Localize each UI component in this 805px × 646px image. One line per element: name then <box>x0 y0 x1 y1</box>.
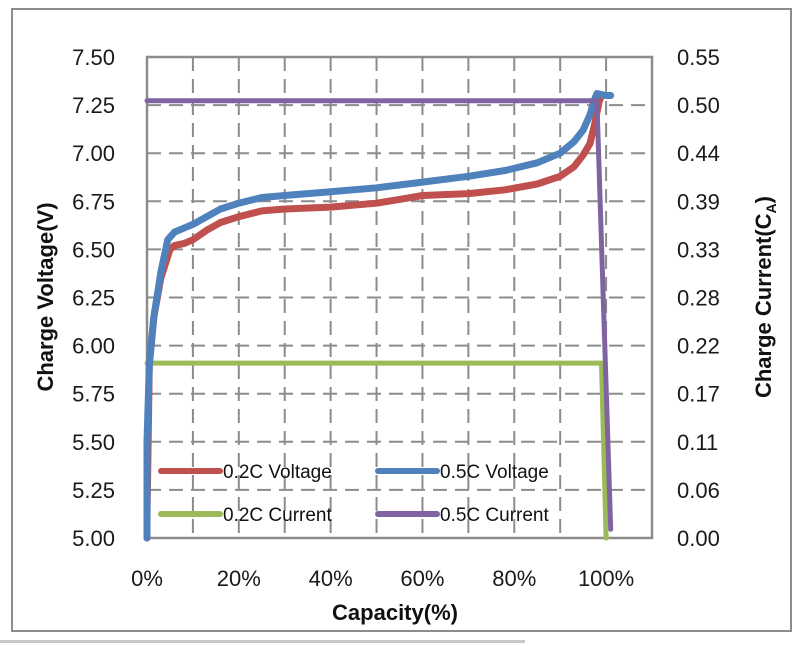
legend-item-0-5c-voltage: 0.5C Voltage <box>375 462 549 483</box>
y-tick-label: 7.25 <box>72 93 115 118</box>
y2-tick-label: 0.17 <box>677 382 720 407</box>
y2-tick-label: 0.44 <box>677 141 720 166</box>
x-axis-ticks: 0% 20% 40% 60% 80% 100% <box>131 566 634 591</box>
y-tick-label: 7.50 <box>72 45 115 70</box>
y-tick-label: 5.00 <box>72 526 115 551</box>
y2-tick-label: 0.06 <box>677 478 720 503</box>
y2-tick-label: 0.22 <box>677 334 720 359</box>
y2-title-end: ) <box>751 196 776 203</box>
legend-item-0-5c-current: 0.5C Current <box>375 505 549 526</box>
plot-area-border <box>145 55 654 540</box>
y2-tick-label: 0.33 <box>677 237 720 262</box>
legend-label-0-5c-current: 0.5C Current <box>440 505 549 526</box>
legend-item-0-2c-current: 0.2C Current <box>158 505 332 526</box>
series-0-5c-current <box>144 98 614 532</box>
y-tick-label: 5.75 <box>72 382 115 407</box>
y-tick-label: 6.75 <box>72 189 115 214</box>
y-tick-label: 6.50 <box>72 237 115 262</box>
y2-tick-label: 0.28 <box>677 286 720 311</box>
x-tick-label: 20% <box>217 566 261 591</box>
legend-label-0-2c-current: 0.2C Current <box>223 505 332 526</box>
y-axis-left-ticks: 5.00 5.25 5.50 5.75 6.00 6.25 6.50 6.75 7.00 7.25… <box>72 45 115 551</box>
y2-title-sub: A <box>763 203 779 213</box>
chart-frame <box>11 8 792 632</box>
x-tick-label: 80% <box>492 566 536 591</box>
y2-tick-label: 0.55 <box>677 45 720 70</box>
y-tick-label: 5.25 <box>72 478 115 503</box>
x-axis-title: Capacity(%) <box>332 600 458 625</box>
y2-title-main: Charge Current(C <box>751 213 776 398</box>
y-tick-label: 7.00 <box>72 141 115 166</box>
x-tick-label: 40% <box>309 566 353 591</box>
series-0-2c-current <box>144 360 609 541</box>
y-tick-label: 6.00 <box>72 334 115 359</box>
legend-label-0-5c-voltage: 0.5C Voltage <box>440 462 549 483</box>
legend-item-0-2c-voltage: 0.2C Voltage <box>158 462 332 483</box>
y2-tick-label: 0.00 <box>677 526 720 551</box>
y-tick-label: 6.25 <box>72 286 115 311</box>
y-tick-label: 5.50 <box>72 430 115 455</box>
x-tick-label: 100% <box>578 566 634 591</box>
page-divider <box>0 640 525 643</box>
legend-label-0-2c-voltage: 0.2C Voltage <box>223 462 332 483</box>
legend: 0.2C Voltage 0.5C Voltage 0.2C Current 0… <box>158 462 549 526</box>
y-axis-right-title: Charge Current(CA) <box>751 196 779 398</box>
y2-tick-label: 0.50 <box>677 93 720 118</box>
x-tick-label: 0% <box>131 566 163 591</box>
y2-tick-label: 0.39 <box>677 189 720 214</box>
y-axis-right-ticks: 0.00 0.06 0.11 0.17 0.22 0.28 0.33 0.39 0.44 0.50… <box>677 45 720 551</box>
x-tick-label: 60% <box>400 566 444 591</box>
y-axis-left-title: Charge Voltage(V) <box>33 202 58 391</box>
series-0-5c-voltage <box>143 90 615 542</box>
y2-tick-label: 0.11 <box>677 430 718 455</box>
series-layer <box>143 90 615 542</box>
